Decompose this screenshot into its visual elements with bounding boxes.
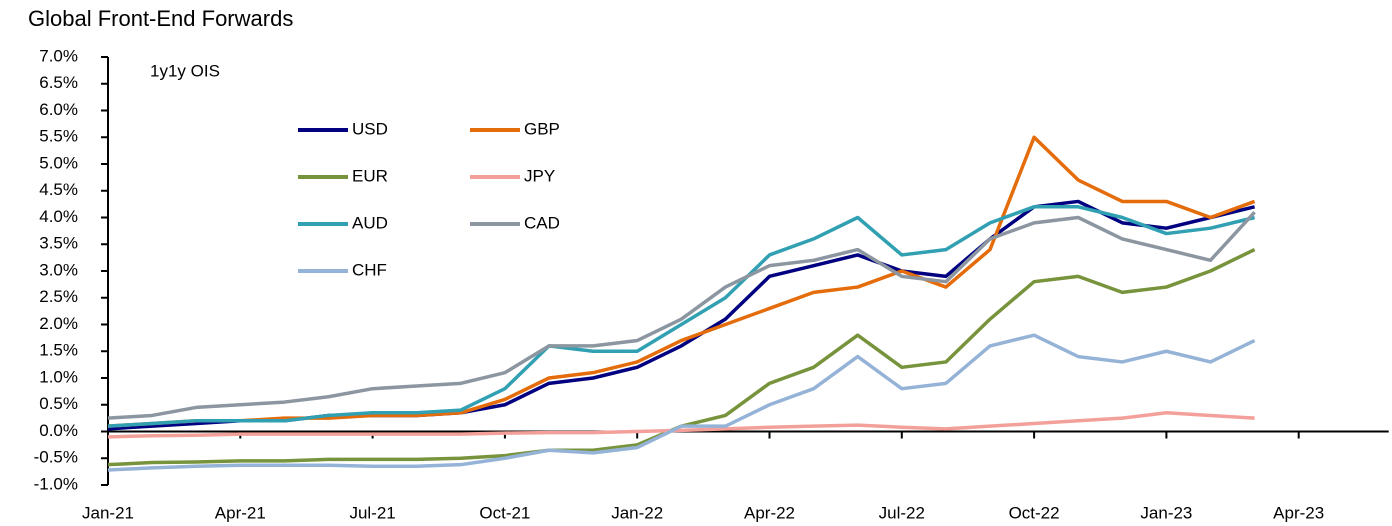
series-line — [107, 205, 1256, 428]
x-tick-label: Jul-22 — [879, 503, 925, 522]
legend-label: EUR — [352, 166, 388, 185]
y-tick-label: 1.5% — [39, 341, 78, 360]
y-tick-label: 2.0% — [39, 314, 78, 333]
annotation: 1y1y OIS — [150, 61, 220, 80]
y-tick-label: 6.0% — [39, 100, 78, 119]
y-tick-label: 0.5% — [39, 394, 78, 413]
x-tick-label: Oct-21 — [479, 503, 530, 522]
legend-label: CHF — [352, 260, 387, 279]
y-tick-label: 6.5% — [39, 73, 78, 92]
y-tick-label: 1.0% — [39, 367, 78, 386]
series-line — [107, 199, 1256, 431]
legend-label: JPY — [524, 166, 555, 185]
y-tick-label: 5.0% — [39, 153, 78, 172]
x-tick-label: Apr-23 — [1273, 503, 1324, 522]
x-tick-label: Oct-22 — [1009, 503, 1060, 522]
y-tick-label: 7.0% — [39, 46, 78, 65]
x-tick-label: Jan-21 — [82, 503, 134, 522]
x-tick-label: Jan-23 — [1140, 503, 1192, 522]
y-tick-label: 4.5% — [39, 180, 78, 199]
series-line — [107, 333, 1256, 472]
series-line — [107, 210, 1256, 420]
y-tick-label: 3.5% — [39, 234, 78, 253]
series-line — [107, 411, 1255, 439]
legend-label: GBP — [524, 119, 560, 138]
y-tick-label: 5.5% — [39, 127, 78, 146]
y-tick-label: -0.5% — [34, 448, 78, 467]
x-tick-label: Apr-22 — [744, 503, 795, 522]
legend-label: CAD — [524, 213, 560, 232]
x-tick-label: Jul-21 — [349, 503, 395, 522]
chart-title: Global Front-End Forwards — [28, 6, 293, 31]
series-line — [107, 135, 1256, 428]
x-tick-label: Jan-22 — [611, 503, 663, 522]
y-tick-label: 2.5% — [39, 287, 78, 306]
x-tick-label: Apr-21 — [215, 503, 266, 522]
y-tick-label: 0.0% — [39, 421, 78, 440]
legend-label: USD — [352, 119, 388, 138]
y-tick-label: 3.0% — [39, 260, 78, 279]
legend-label: AUD — [352, 213, 388, 232]
y-tick-label: -1.0% — [34, 474, 78, 493]
y-tick-label: 4.0% — [39, 207, 78, 226]
